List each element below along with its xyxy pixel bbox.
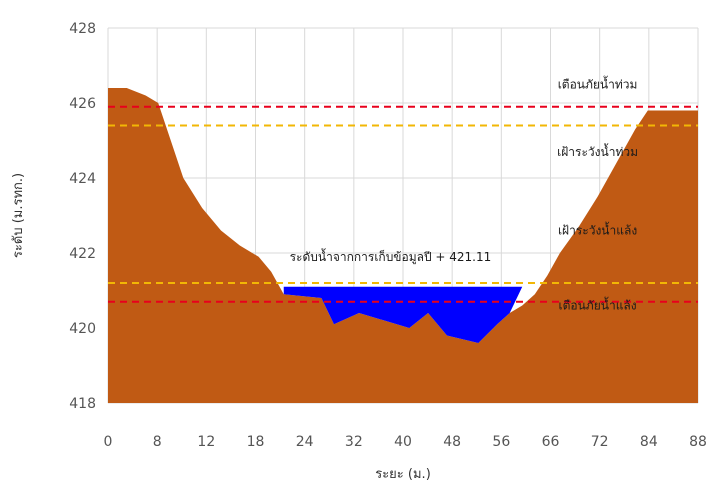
annotation-label: เฝ้าระวังน้ำท่วม [557,143,638,159]
y-axis-ticks: 418 420 422 424 426 428 [69,21,96,412]
ground-area [108,88,698,403]
x-tick-label: 24 [296,434,314,450]
x-tick-label: 0 [104,434,113,450]
annotation-label: ระดับน้ำจากการเก็บข้อมูลปี + 421.11 [290,248,492,265]
y-tick-label: 428 [69,21,96,37]
y-tick-label: 426 [69,96,96,112]
x-axis-ticks: 0 8 12 18 24 32 40 48 56 66 72 84 88 [104,434,707,450]
x-tick-label: 72 [591,434,609,450]
y-tick-label: 420 [69,321,96,337]
x-tick-label: 66 [542,434,560,450]
reference-lines [108,105,698,303]
annotation-label: เตือนภัยน้ำแล้ง [559,297,637,313]
annotation-label: เฝ้าระวังน้ำแล้ง [558,222,637,238]
x-axis-title: ระยะ (ม.) [375,467,431,482]
annotations: เตือนภัยน้ำท่วมเฝ้าระวังน้ำท่วมเฝ้าระวัง… [290,75,638,312]
x-tick-label: 88 [689,434,707,450]
y-tick-label: 418 [69,396,96,412]
x-tick-label: 56 [492,434,510,450]
x-tick-label: 48 [443,434,461,450]
y-tick-label: 424 [69,171,96,187]
annotation-label: เตือนภัยน้ำท่วม [558,75,638,91]
x-tick-label: 32 [345,434,363,450]
y-axis-title: ระดับ (ม.รทก.) [11,173,26,258]
x-tick-label: 40 [394,434,412,450]
x-tick-label: 18 [247,434,265,450]
x-tick-label: 8 [153,434,162,450]
x-tick-label: 84 [640,434,658,450]
x-tick-label: 12 [197,434,215,450]
y-tick-label: 422 [69,246,96,262]
